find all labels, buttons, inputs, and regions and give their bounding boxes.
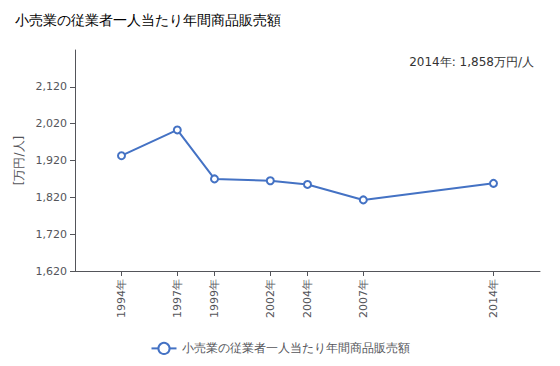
svg-text:2,120: 2,120 [36, 80, 68, 93]
svg-text:2,020: 2,020 [36, 117, 68, 130]
svg-text:1997年: 1997年 [171, 279, 184, 318]
svg-text:2014年: 2014年 [487, 279, 500, 318]
svg-text:1,620: 1,620 [36, 265, 68, 278]
svg-text:小売業の従業者一人当たり年間商品販売額: 小売業の従業者一人当たり年間商品販売額 [182, 341, 410, 355]
svg-text:[万円/人]: [万円/人] [12, 136, 26, 185]
svg-text:1,820: 1,820 [36, 191, 68, 204]
svg-text:1,920: 1,920 [36, 154, 68, 167]
svg-text:小売業の従業者一人当たり年間商品販売額: 小売業の従業者一人当たり年間商品販売額 [15, 12, 281, 28]
svg-text:2007年: 2007年 [357, 279, 370, 318]
svg-text:2002年: 2002年 [264, 279, 277, 318]
svg-text:2014年: 1,858万円/人: 2014年: 1,858万円/人 [409, 55, 534, 69]
svg-text:1999年: 1999年 [208, 279, 221, 318]
svg-text:1,720: 1,720 [36, 228, 68, 241]
svg-text:1994年: 1994年 [115, 279, 128, 318]
svg-text:2004年: 2004年 [301, 279, 314, 318]
